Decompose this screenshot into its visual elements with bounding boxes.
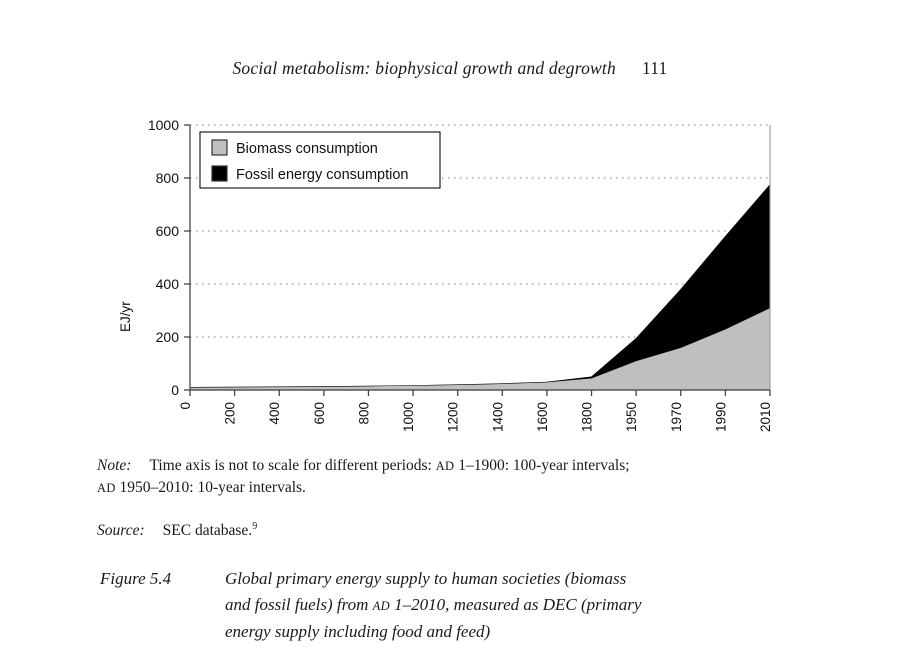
x-tick-label: 1990	[713, 402, 728, 432]
note-text-3: 1950–2010: 10-year intervals.	[115, 479, 306, 496]
x-tick-label: 1950	[624, 402, 639, 432]
source-value: SEC database.	[162, 522, 253, 540]
x-tick-label: 200	[223, 402, 238, 425]
figure-5-4: EJ/yr 0 200 400 600 800 1000 0 200 400 600 800 1000…	[0, 100, 900, 450]
caption-line-2a: and fossil fuels) from	[225, 594, 373, 614]
source-label: Source:	[97, 522, 145, 540]
x-tick-label: 1800	[580, 402, 595, 432]
legend-label: Biomass consumption	[236, 141, 378, 157]
caption-line-1: Global primary energy supply to human so…	[225, 569, 627, 588]
y-tick-label: 1000	[148, 117, 179, 133]
legend-swatch	[211, 139, 228, 156]
legend-box	[199, 131, 441, 189]
note-ad-2: AD	[97, 481, 116, 495]
chart-plot-area: 0 200 400 600 800 1000 0 200 400 600 800 1000 1200 14…	[0, 100, 900, 450]
note-text-1: Time axis is not to scale for different …	[149, 457, 436, 474]
caption-ad: AD	[372, 598, 390, 613]
caption-text: Global primary energy supply to human so…	[225, 566, 800, 645]
x-tick-label: 1600	[535, 402, 550, 432]
figure-number: Figure 5.4	[100, 569, 172, 588]
x-tick-label: 1970	[669, 402, 684, 432]
source-footnote-marker: 9	[252, 521, 258, 532]
figure-note: Note: Time axis is not to scale for diffe…	[97, 455, 807, 499]
y-tick-label: 800	[156, 170, 180, 186]
note-text-2: 1–1900: 100-year intervals;	[454, 457, 630, 474]
x-tick-label: 1000	[401, 402, 416, 432]
note-line-2: AD 1950–2010: 10-year intervals.	[97, 477, 807, 499]
x-tick-label: 1200	[446, 402, 461, 432]
x-tick-label: 800	[356, 402, 371, 425]
x-tick-label: 400	[267, 402, 282, 425]
x-tick-label: 1400	[490, 402, 505, 432]
x-tick-label: 2010	[758, 402, 773, 432]
y-tick-label: 0	[171, 382, 179, 398]
running-head-title: Social metabolism: biophysical growth an…	[232, 58, 616, 78]
note-ad-1: AD	[435, 459, 455, 473]
note-line-1: Note: Time axis is not to scale for diffe…	[97, 455, 807, 477]
x-tick-label: 0	[178, 402, 193, 410]
source-line: Source: SEC database.9	[97, 516, 807, 541]
caption-line-2b: 1–2010, measured as DEC (primary	[389, 594, 642, 614]
y-tick-label: 200	[156, 329, 180, 345]
y-tick-label: 600	[156, 223, 180, 239]
legend-swatch	[211, 165, 228, 182]
legend-label: Fossil energy consumption	[236, 167, 408, 183]
caption-line-3: energy supply including food and feed)	[225, 622, 491, 641]
stacked-area-chart: 0 200 400 600 800 1000 0 200 400 600 800 1000 1200 14…	[148, 117, 773, 432]
figure-caption: Figure 5.4 Global primary energy supply …	[100, 566, 800, 645]
figure-source: Source: SEC database.9	[97, 516, 807, 541]
y-tick-label: 400	[156, 276, 180, 292]
page-number: 111	[641, 58, 668, 78]
x-tick-label: 600	[312, 402, 327, 425]
note-label: Note:	[97, 457, 132, 474]
running-head: Social metabolism: biophysical growth an…	[0, 58, 900, 79]
